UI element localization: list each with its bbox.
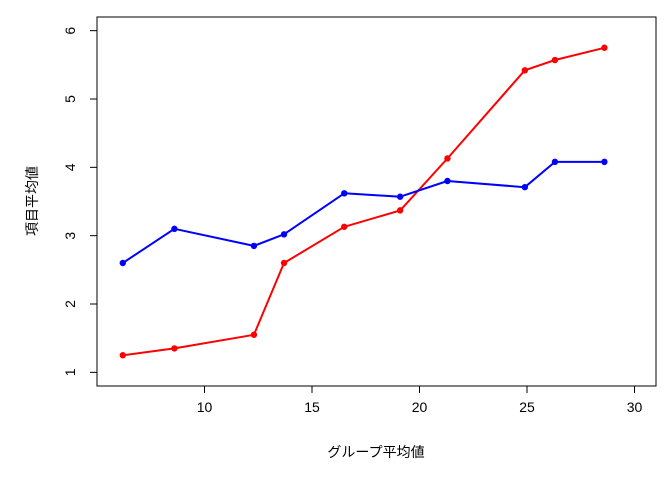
x-tick-label: 20 (412, 399, 428, 415)
x-axis-title: グループ平均値 (327, 445, 424, 461)
data-point (119, 352, 127, 359)
x-tick-label: 30 (627, 399, 643, 415)
x-axis: 10 15 20 25 30 (197, 385, 643, 415)
series-line (122, 46, 605, 357)
data-point (280, 259, 288, 267)
data-point (119, 259, 127, 267)
y-tick-label: 6 (62, 27, 78, 35)
data-point (171, 345, 178, 352)
x-tick-label: 15 (304, 399, 320, 415)
data-point (396, 193, 404, 200)
data-point (341, 190, 348, 197)
y-tick-label: 1 (62, 368, 78, 376)
x-tick-label: 25 (519, 399, 535, 415)
data-point (444, 177, 451, 185)
y-tick-label: 5 (62, 95, 78, 103)
data-point (396, 207, 404, 214)
data-point (601, 44, 608, 51)
data-point (521, 183, 529, 191)
plot-frame (96, 16, 657, 387)
y-axis: 1 2 3 4 5 6 (62, 27, 98, 376)
series-line (122, 160, 605, 264)
data-point (250, 242, 258, 250)
data-point (551, 56, 559, 64)
y-axis-title: 項目平均値 (25, 166, 41, 236)
data-point (444, 155, 451, 162)
data-point (521, 67, 529, 74)
series-1 (119, 44, 608, 359)
data-point (250, 331, 258, 338)
series-2 (119, 158, 608, 267)
data-point (341, 223, 348, 230)
data-point (601, 158, 608, 166)
series-layer (119, 44, 608, 359)
x-tick-label: 10 (197, 399, 213, 415)
data-point (551, 158, 559, 166)
y-tick-label: 4 (62, 163, 78, 171)
data-point (280, 231, 288, 238)
data-point (171, 225, 178, 233)
y-tick-label: 3 (62, 232, 78, 240)
y-tick-label: 2 (62, 300, 78, 308)
